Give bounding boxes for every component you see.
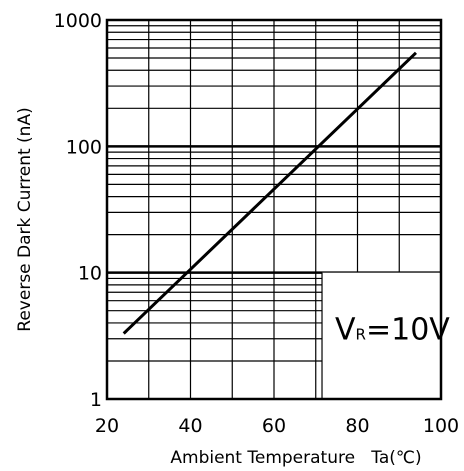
y-axis-title: Reverse Dark Current (nA) <box>15 107 35 331</box>
plot-area-border <box>105 18 443 401</box>
x-tick-label: 100 <box>423 415 459 437</box>
annotation-main: V <box>335 313 356 348</box>
x-axis-title: Ambient Temperature Ta(℃) <box>170 448 421 468</box>
annotation-label: VR=10V <box>335 313 450 348</box>
y-tick-labels: 1 10 100 1000 <box>54 10 102 411</box>
annotation-box <box>322 272 441 399</box>
annotation-value: =10V <box>366 313 450 348</box>
y-tick-label: 1 <box>90 389 102 411</box>
series-group <box>122 51 417 335</box>
x-tick-label: 80 <box>345 415 369 437</box>
x-tick-label: 40 <box>178 415 202 437</box>
x-tick-label: 60 <box>262 415 286 437</box>
x-tick-labels: 20 40 60 80 100 <box>95 415 459 437</box>
series-line <box>122 51 417 335</box>
y-tick-label: 1000 <box>54 10 102 32</box>
y-tick-label: 10 <box>78 263 102 285</box>
annotation-subscript: R <box>356 326 366 344</box>
x-tick-label: 20 <box>95 415 119 437</box>
y-tick-label: 100 <box>66 136 102 158</box>
